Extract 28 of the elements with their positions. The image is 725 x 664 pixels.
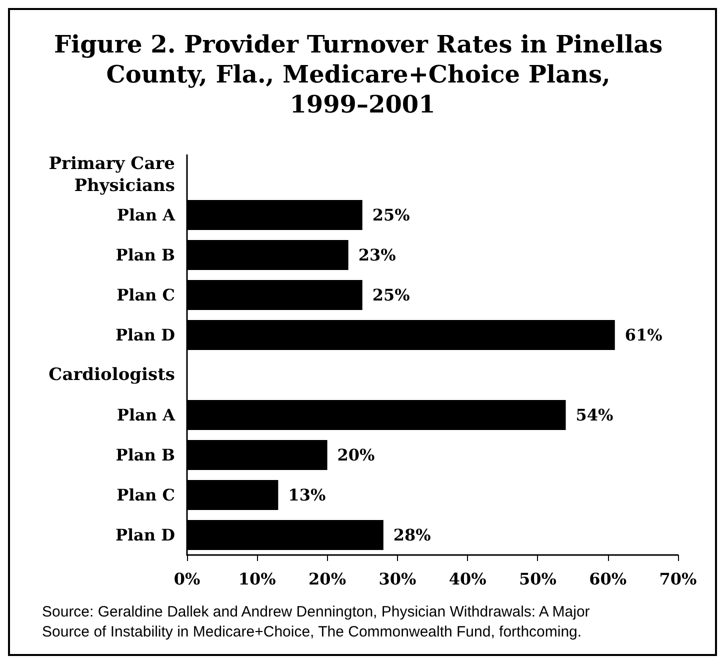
x-tick-label: 70% bbox=[659, 570, 697, 588]
chart-title: Figure 2. Provider Turnover Rates in Pinellas County, Fla., Medicare+Choice Plans, 1999–2001 bbox=[54, 30, 672, 118]
x-tick-label: 40% bbox=[448, 570, 486, 588]
data-label: 25% bbox=[372, 286, 410, 304]
y-tick-label: Plan A bbox=[116, 206, 176, 224]
data-label: 54% bbox=[576, 406, 614, 424]
data-label: 25% bbox=[372, 206, 410, 224]
data-label: 23% bbox=[358, 246, 396, 264]
source-note: Source: Geraldine Dallek and Andrew Dennington, Physician Withdrawals: A Major Source of Instability in Medicare+Choice, The Commonwealth Fund, forthcoming. bbox=[42, 604, 594, 640]
y-tick-label: Plan B bbox=[116, 246, 175, 264]
data-label: 13% bbox=[288, 486, 326, 504]
x-tick-label: 30% bbox=[378, 570, 416, 588]
y-tick-label: Plan C bbox=[116, 486, 175, 504]
y-tick-label: Plan A bbox=[116, 406, 176, 424]
y-tick-label: Plan C bbox=[116, 286, 175, 304]
data-label: 20% bbox=[337, 446, 375, 464]
y-tick-label: Primary Care Physicians bbox=[48, 154, 176, 196]
x-tick-label: 20% bbox=[308, 570, 346, 588]
y-tick-label: Plan D bbox=[115, 326, 176, 344]
x-tick-label: 0% bbox=[174, 570, 200, 588]
y-tick-label: Plan D bbox=[115, 526, 176, 544]
x-tick-label: 50% bbox=[518, 570, 556, 588]
data-label: 61% bbox=[624, 326, 662, 344]
y-tick-label: Plan B bbox=[116, 446, 175, 464]
x-tick-label: 10% bbox=[238, 570, 276, 588]
x-tick-label: 60% bbox=[589, 570, 627, 588]
y-tick-label: Cardiologists bbox=[48, 365, 175, 385]
data-label: 28% bbox=[393, 526, 431, 544]
